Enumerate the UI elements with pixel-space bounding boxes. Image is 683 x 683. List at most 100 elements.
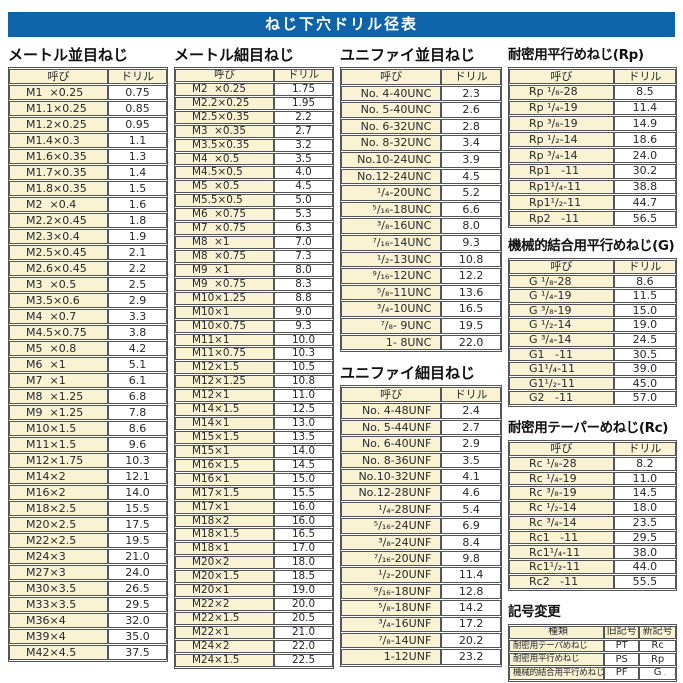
- drill-cell: 7.3: [274, 249, 333, 263]
- drill-cell: 10.5: [274, 361, 333, 375]
- table-row: ⁵/₈-11UNC 13.6: [341, 284, 501, 301]
- drill-cell: 22.5: [274, 653, 333, 667]
- drill-cell: 2.9: [441, 436, 501, 452]
- drill-cell: 1.6: [108, 197, 167, 212]
- drill-cell: 4.5: [441, 168, 501, 185]
- table-row: G1¹/₂-11 45.0: [509, 376, 676, 391]
- column-header-new-symbol: 新記号: [639, 625, 676, 639]
- table-row: M10×0.75 9.3: [175, 319, 333, 333]
- name-cell: M24×2: [175, 639, 275, 653]
- drill-cell: 3.5: [274, 152, 333, 166]
- table-row: Rc1 -11 29.5: [509, 530, 676, 545]
- drill-cell: 44.7: [613, 195, 676, 211]
- new-cell: Rp: [639, 653, 676, 667]
- name-cell: ³/₈-16UNC: [341, 218, 442, 234]
- table-row: M6 ×0.75 5.3: [175, 208, 333, 222]
- name-cell: M12×1: [175, 389, 275, 403]
- name-cell: ⁷/₁₆-14UNC: [341, 234, 442, 251]
- table-row: ¹/₄-20UNC 5.2: [341, 185, 501, 201]
- drill-cell: 39.0: [613, 362, 676, 376]
- table-row: Rp ³/₄-14 24.0: [509, 147, 676, 163]
- drill-cell: 11.0: [274, 389, 333, 403]
- table-row: G1¹/₄-11 39.0: [509, 362, 676, 376]
- drill-cell: 8.6: [613, 274, 676, 289]
- table-row: M20×1.5 18.5: [175, 570, 333, 584]
- table-frame: 呼び ドリル No. 4-48UNF 2.4 No. 5-44UNF 2.7 No. 6…: [340, 385, 502, 667]
- drill-cell: 1.4: [108, 165, 167, 180]
- table-row: Rp ¹/₈-28 8.5: [509, 84, 676, 100]
- drill-cell: 32.0: [108, 613, 167, 628]
- name-cell: M22×1.5: [175, 611, 275, 625]
- drill-cell: 17.5: [108, 517, 167, 532]
- column-header-name: 呼び: [341, 69, 442, 85]
- name-cell: M1.8×0.35: [9, 181, 109, 196]
- name-cell: Rc1¹/₂-11: [509, 560, 614, 575]
- drill-cell: 17.0: [274, 542, 333, 556]
- table-row: M8 ×1 7.0: [175, 236, 333, 249]
- name-cell: M12×1.5: [175, 361, 275, 375]
- name-cell: No. 5-44UNF: [341, 419, 442, 436]
- table-row: M24×3 21.0: [9, 549, 167, 564]
- table-row: M24×1.5 22.5: [175, 653, 333, 667]
- table-row: M20×2.5 17.5: [9, 517, 167, 532]
- drill-cell: 2.7: [441, 419, 501, 436]
- column-header-drill: ドリル: [108, 69, 167, 84]
- drill-cell: 14.9: [613, 116, 676, 132]
- name-cell: No. 6-32UNC: [341, 118, 442, 135]
- table-body: Rc ¹/₈-28 8.2 Rc ¹/₄-19 11.0 Rc ³/₈-19 14.5 Rc…: [509, 456, 676, 589]
- table-row: M2.5×0.45 2.1: [9, 245, 167, 260]
- header-row: 呼び ドリル: [9, 69, 167, 84]
- drill-cell: 6.1: [108, 373, 167, 388]
- drill-cell: 22.0: [274, 639, 333, 653]
- drill-cell: 9.6: [108, 437, 167, 452]
- table-row: M36×4 32.0: [9, 613, 167, 628]
- name-cell: M6 ×1: [9, 357, 109, 372]
- drill-cell: 12.5: [274, 403, 333, 417]
- drill-cell: 18.0: [613, 501, 676, 515]
- table-row: M16×1 15.0: [175, 472, 333, 486]
- table-row: M22×2.5 19.5: [9, 533, 167, 548]
- drill-cell: 11.5: [613, 289, 676, 303]
- table-row: M18×1.5 16.5: [175, 528, 333, 542]
- table-row: Rp ³/₈-19 14.9: [509, 116, 676, 132]
- name-cell: Rp2 -11: [509, 211, 614, 226]
- section-title-symbol-change: 記号変更: [508, 603, 561, 620]
- drill-cell: 3.3: [108, 309, 167, 324]
- name-cell: ⁵/₈-18UNF: [341, 600, 442, 616]
- drill-cell: 12.2: [441, 268, 501, 284]
- name-cell: M11×0.75: [175, 347, 275, 361]
- columns-container: メートル並目ねじ 呼び ドリル M1 ×0.25 0.75 M1.1×0.25 0.8…: [8, 46, 677, 683]
- drill-cell: 37.5: [108, 645, 167, 660]
- drill-cell: 2.2: [108, 261, 167, 276]
- table-body: Rp ¹/₈-28 8.5 Rp ¹/₄-19 11.4 Rp ³/₈-19 14.9 Rp…: [509, 84, 676, 226]
- name-cell: M12×1.75: [9, 453, 109, 468]
- drill-cell: 13.5: [274, 430, 333, 444]
- table-row: M18×1 17.0: [175, 542, 333, 556]
- table-row: M11×1 10.0: [175, 333, 333, 347]
- old-cell: PS: [604, 653, 640, 667]
- name-cell: No.12-28UNF: [341, 485, 442, 501]
- drill-cell: 14.2: [441, 600, 501, 616]
- drill-cell: 8.8: [274, 291, 333, 305]
- table-row: M11×0.75 10.3: [175, 347, 333, 361]
- name-cell: Rp ¹/₄-19: [509, 100, 614, 116]
- drill-cell: 23.2: [441, 649, 501, 665]
- table-body: 耐密用テーパめねじ PT Rc 耐密用平行めねじ PS Rp 機械的結合用平行めねじ PF G: [509, 639, 676, 681]
- table-row: M2.3×0.4 1.9: [9, 229, 167, 244]
- table-row: No. 4-40UNC 2.3: [341, 85, 501, 102]
- drill-cell: 24.5: [613, 332, 676, 347]
- drill-cell: 12.8: [441, 583, 501, 600]
- table-body: No. 4-40UNC 2.3 No. 5-40UNC 2.6 No. 6-32UNC 2…: [341, 85, 501, 351]
- drill-cell: 16.0: [274, 500, 333, 514]
- table-body: M1 ×0.25 0.75 M1.1×0.25 0.85 M1.2×0.25 0.95 M1…: [9, 85, 167, 660]
- table-row: M2.5×0.35 2.2: [175, 110, 333, 124]
- name-cell: No. 8-36UNF: [341, 452, 442, 469]
- column-header-drill: ドリル: [613, 441, 676, 456]
- table-row: M22×1 21.0: [175, 625, 333, 639]
- drill-cell: 16.5: [274, 528, 333, 542]
- metric-fine-table: 呼び ドリル M2 ×0.25 1.75 M2.2×0.25 1.95 M2.5×0.3…: [175, 68, 333, 668]
- drill-cell: 16.0: [274, 514, 333, 528]
- drill-cell: 10.0: [274, 333, 333, 347]
- table-row: M1.7×0.35 1.4: [9, 165, 167, 180]
- name-cell: Rc ¹/₄-19: [509, 471, 614, 486]
